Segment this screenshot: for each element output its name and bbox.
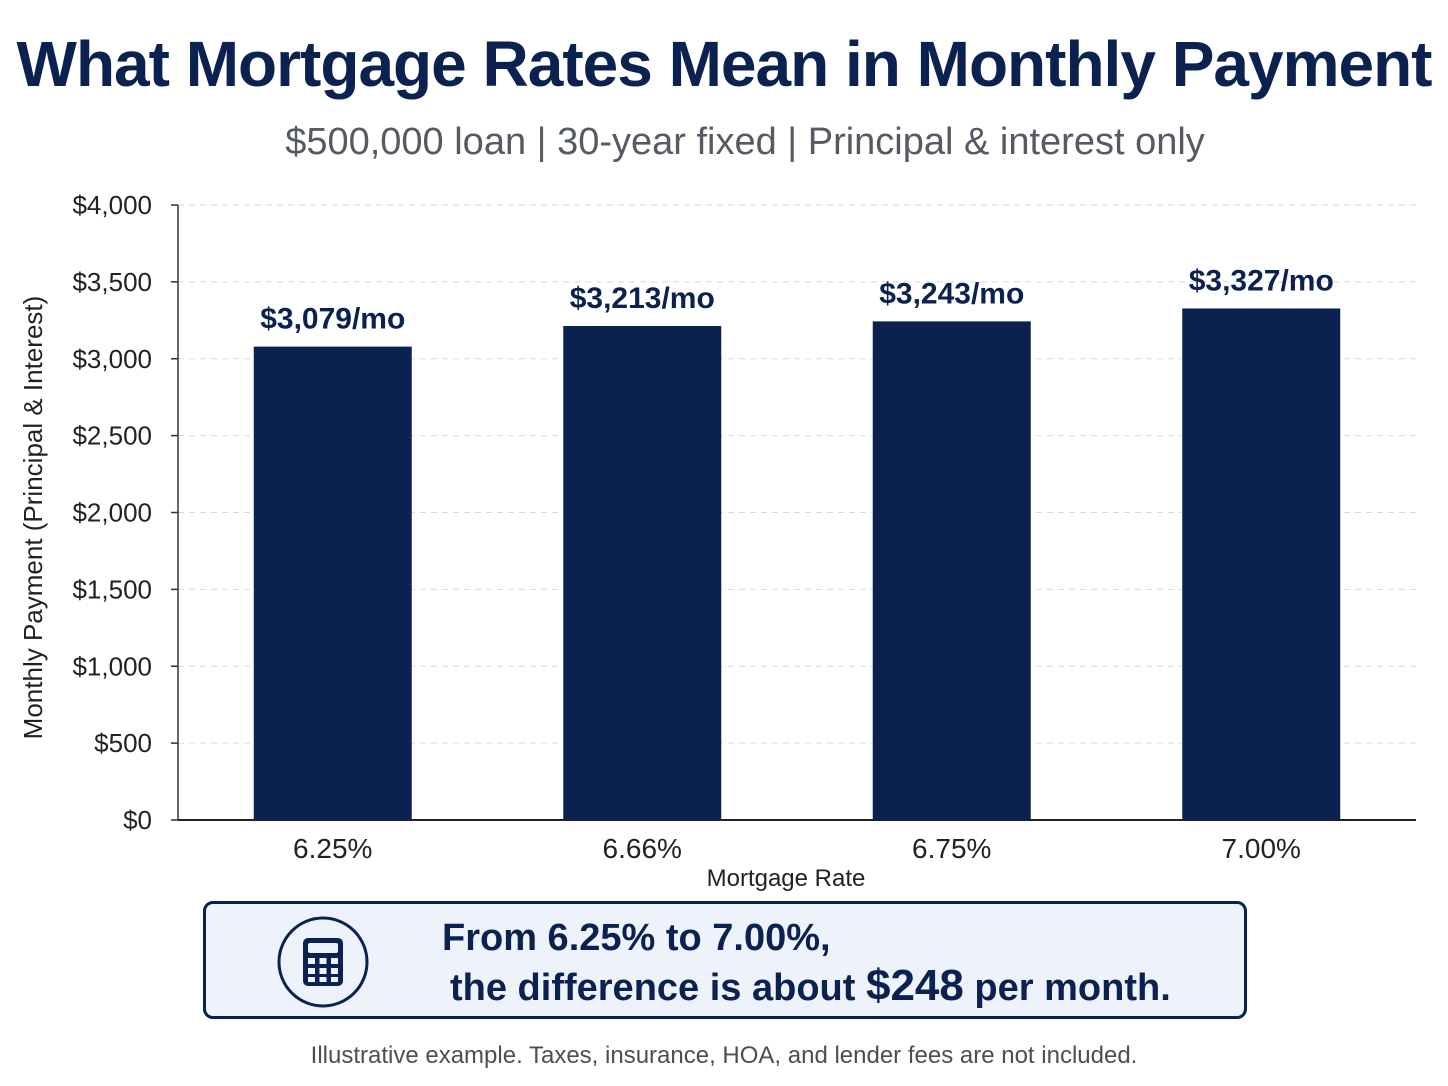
bar-data-label: $3,079/mo (260, 303, 405, 336)
x-tick-label: 6.75% (912, 833, 991, 864)
bar-data-label: $3,213/mo (570, 282, 715, 315)
x-tick-label: 6.25% (293, 833, 372, 864)
bar (563, 326, 722, 820)
calculator-icon (277, 916, 369, 1008)
callout-message: From 6.25% to 7.00%, the difference is a… (442, 914, 1242, 1012)
callout-suffix: per month. (974, 967, 1171, 1009)
summary-callout: From 6.25% to 7.00%, the difference is a… (203, 901, 1247, 1019)
y-tick-label: $1,000 (72, 651, 152, 681)
y-axis-title: Monthly Payment (Principal & Interest) (18, 296, 48, 740)
footnote: Illustrative example. Taxes, insurance, … (310, 1042, 1138, 1069)
callout-line-1: From 6.25% to 7.00%, (442, 917, 831, 959)
y-tick-label: $2,500 (72, 421, 152, 451)
bar (253, 346, 412, 820)
y-tick-label: $2,000 (72, 498, 152, 528)
chart-title: What Mortgage Rates Mean in Monthly Paym… (16, 28, 1433, 100)
callout-amount: $248 (865, 961, 964, 1010)
y-tick-label: $4,000 (72, 190, 152, 220)
callout-prefix: the difference is about (450, 967, 856, 1009)
y-tick-label: $3,000 (72, 344, 152, 374)
x-tick-label: 7.00% (1222, 833, 1301, 864)
bar (1182, 308, 1341, 820)
x-tick-label: 6.66% (603, 833, 682, 864)
x-axis-title: Mortgage Rate (707, 865, 866, 892)
y-tick-label: $3,500 (72, 267, 152, 297)
chart-subtitle: $500,000 loan | 30-year fixed | Principa… (285, 121, 1205, 163)
bar-data-label: $3,243/mo (879, 277, 1024, 310)
bar (872, 321, 1031, 820)
y-tick-label: $1,500 (72, 574, 152, 604)
bar-data-label: $3,327/mo (1189, 264, 1334, 297)
bar-chart: $0 $500 $1,000 $1,500 $2,000 $2,500 $3,000 $3,5… (18, 190, 1416, 892)
callout-line-2: the difference is about $248 per month. (442, 962, 1242, 1012)
y-tick-label: $0 (123, 805, 152, 835)
y-tick-label: $500 (94, 728, 152, 758)
